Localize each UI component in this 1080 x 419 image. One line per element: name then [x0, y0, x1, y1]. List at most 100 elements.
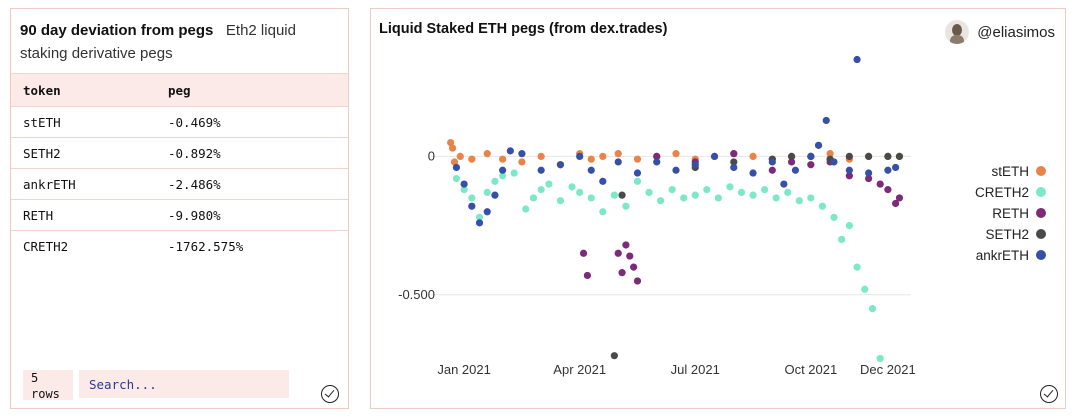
peg-cell: -1762.575%: [168, 239, 244, 254]
peg-table: token peg stETH -0.469% SETH2 -0.892% an…: [11, 73, 348, 261]
point-creth2: [633, 177, 642, 185]
point-creth2: [703, 186, 711, 194]
point-steth: [599, 152, 607, 161]
point-ankreth: [814, 141, 823, 149]
table-title-main: 90 day deviation from pegs: [20, 22, 214, 39]
point-creth2: [876, 354, 884, 363]
search-input[interactable]: [79, 370, 289, 398]
table-subtitle: Eth2 liquid staking derivative pegs: [20, 22, 296, 62]
point-creth2: [475, 213, 484, 221]
point-creth2: [784, 188, 792, 196]
legend-marker: [1036, 166, 1046, 176]
point-seth2: [618, 191, 626, 199]
point-steth: [587, 155, 595, 163]
check-circle-icon[interactable]: [321, 385, 339, 403]
point-creth2: [737, 188, 746, 196]
point-creth2: [610, 191, 618, 199]
point-reth: [653, 152, 661, 161]
point-creth2: [714, 194, 722, 202]
x-tick-label: Oct 2021: [784, 362, 837, 377]
point-reth: [895, 194, 904, 202]
scatter-plot: 0 -0.500 Jan 2021 Apr 2021 Jul 2021 Oct 2021…: [398, 55, 1046, 377]
point-reth: [630, 263, 638, 271]
chart-title: Liquid Staked ETH pegs (from dex.trades): [379, 21, 668, 37]
rows-per-page-select[interactable]: 5 rows: [23, 370, 73, 401]
point-steth: [672, 150, 680, 158]
token-cell: ankrETH: [23, 177, 76, 192]
author-tag[interactable]: @eliasimos: [945, 19, 1055, 45]
point-ankreth: [865, 169, 873, 177]
rows-count: 5: [31, 371, 39, 385]
point-ankreth: [499, 166, 507, 174]
point-steth: [633, 155, 642, 163]
x-tick-label: Apr 2021: [553, 362, 606, 377]
point-steth: [450, 158, 459, 166]
point-creth2: [656, 197, 665, 205]
point-steth: [749, 152, 757, 161]
point-creth2: [749, 191, 757, 199]
point-creth2: [483, 188, 491, 196]
point-seth2: [884, 152, 892, 161]
point-ankreth: [537, 166, 545, 174]
peg-table-card: 90 day deviation from pegs Eth2 liquid s…: [10, 8, 349, 409]
data-points: [447, 55, 904, 363]
avatar: [945, 20, 970, 44]
token-cell: CRETH2: [23, 239, 69, 254]
point-seth2: [610, 352, 618, 360]
point-creth2: [772, 194, 780, 202]
legend-label: stETH: [991, 164, 1029, 179]
legend-marker: [1036, 229, 1046, 239]
point-reth: [626, 252, 634, 260]
column-header-peg[interactable]: peg: [168, 83, 191, 98]
column-header-token[interactable]: token: [23, 83, 61, 98]
point-ankreth: [633, 169, 642, 177]
point-creth2: [599, 208, 607, 216]
point-ankreth: [710, 152, 719, 161]
point-creth2: [545, 180, 553, 188]
point-ankreth: [468, 202, 476, 210]
point-ankreth: [830, 158, 838, 166]
point-reth: [579, 249, 588, 257]
table-row: RETH -9.980%: [11, 200, 348, 231]
point-creth2: [668, 186, 676, 194]
token-cell: SETH2: [23, 146, 61, 161]
point-reth: [876, 180, 884, 188]
point-creth2: [795, 197, 803, 205]
x-tick-label: Jan 2021: [437, 362, 491, 377]
check-circle-icon[interactable]: [1040, 385, 1058, 403]
point-steth: [537, 152, 545, 161]
point-ankreth: [506, 147, 514, 155]
point-reth: [807, 161, 815, 169]
y-axis: 0 -0.500: [398, 148, 435, 301]
point-creth2: [537, 186, 545, 194]
point-reth: [865, 174, 873, 183]
legend-label: SETH2: [985, 227, 1029, 242]
point-creth2: [761, 186, 769, 194]
point-ankreth: [822, 116, 830, 125]
point-ankreth: [791, 166, 800, 174]
point-reth: [884, 186, 892, 194]
point-ankreth: [587, 166, 595, 174]
table-title: 90 day deviation from pegs Eth2 liquid s…: [20, 19, 345, 65]
legend: stETH CRETH2 RETH SETH2 ankrETH: [975, 164, 1046, 263]
point-creth2: [838, 235, 846, 244]
point-ankreth: [556, 161, 565, 169]
table-row: ankrETH -2.486%: [11, 169, 348, 200]
point-ankreth: [576, 152, 584, 161]
point-seth2: [845, 152, 853, 161]
legend-label: CRETH2: [975, 185, 1029, 200]
point-ankreth: [845, 166, 853, 174]
point-creth2: [522, 205, 530, 213]
point-creth2: [691, 191, 699, 199]
point-steth: [483, 150, 491, 158]
peg-cell: -2.486%: [168, 177, 221, 192]
point-creth2: [818, 202, 826, 210]
point-ankreth: [691, 161, 699, 169]
point-creth2: [830, 213, 838, 221]
point-creth2: [460, 186, 468, 194]
x-axis: Jan 2021 Apr 2021 Jul 2021 Oct 2021 Dec 2021: [437, 362, 915, 377]
legend-marker: [1036, 208, 1046, 218]
point-creth2: [452, 174, 461, 183]
point-creth2: [868, 305, 877, 313]
token-cell: stETH: [23, 115, 61, 130]
